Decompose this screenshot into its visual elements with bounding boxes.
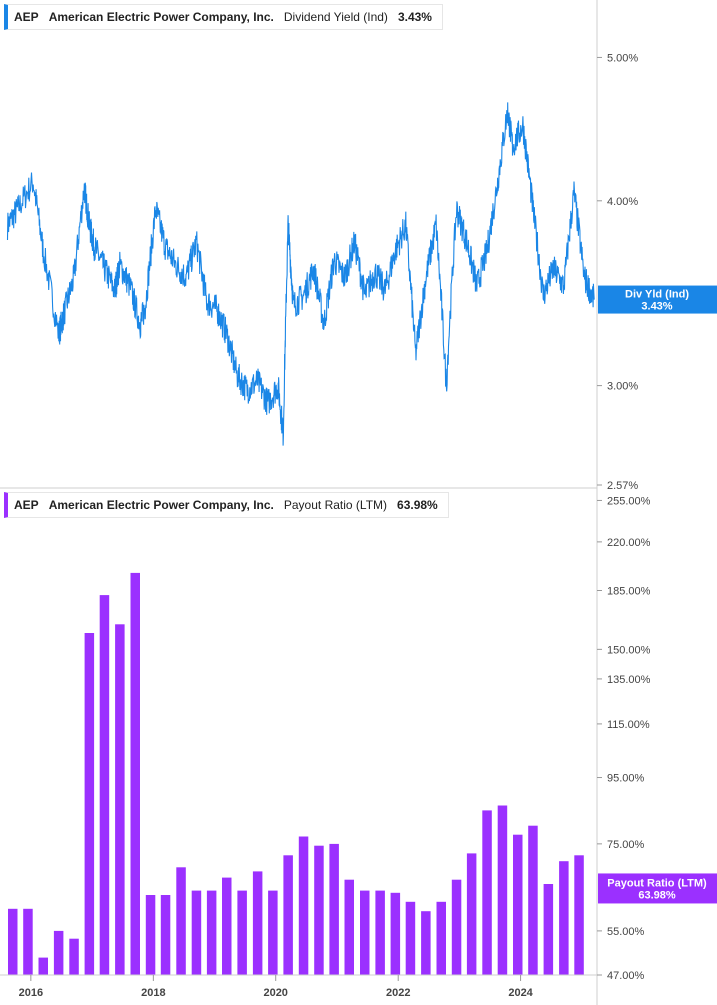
- legend-company: American Electric Power Company, Inc.: [48, 10, 274, 24]
- y-tick-label: 3.00%: [607, 381, 638, 393]
- payout-ratio-bar: [451, 879, 462, 975]
- payout-ratio-bar: [497, 805, 508, 975]
- payout-ratio-bar: [421, 911, 431, 975]
- payout-ratio-bar: [69, 938, 79, 975]
- y-tick-label: 150.00%: [607, 644, 651, 656]
- y-tick-label: 47.00%: [607, 970, 645, 982]
- payout-ratio-bar: [436, 901, 446, 975]
- payout-ratio-legend: AEP American Electric Power Company, Inc…: [4, 492, 449, 518]
- payout-ratio-bar: [252, 871, 263, 975]
- x-axis: 2016 2018 2020 2022 2024: [0, 974, 597, 999]
- payout-ratio-bar: [160, 895, 171, 975]
- y-tick-label: 5.00%: [607, 52, 638, 64]
- payout-ratio-bar: [283, 855, 293, 975]
- dividend-yield-line: [6, 102, 595, 446]
- legend-value: 3.43%: [397, 10, 432, 24]
- last-value-flag: [598, 285, 717, 314]
- payout-ratio-bar: [130, 572, 140, 975]
- y-tick-label: 95.00%: [607, 773, 645, 785]
- y-tick-label: 4.00%: [607, 196, 638, 208]
- payout-ratio-bar: [84, 633, 95, 975]
- y-tick-label: 220.00%: [607, 537, 651, 549]
- y-tick-label: 115.00%: [607, 719, 650, 731]
- payout-ratio-bar: [222, 877, 232, 975]
- x-tick-label: 2016: [19, 987, 43, 999]
- payout-ratio-bar: [237, 890, 247, 975]
- last-value-flag-value: 63.98%: [638, 889, 676, 901]
- payout-ratio-bar: [298, 836, 309, 975]
- dividend-yield-legend: AEP American Electric Power Company, Inc…: [4, 4, 443, 30]
- last-value-flag-label: Payout Ratio (LTM): [607, 877, 707, 889]
- payout-ratio-bar: [268, 890, 278, 975]
- payout-ratio-bar: [482, 810, 492, 975]
- legend-metric: Payout Ratio (LTM): [283, 498, 388, 512]
- payout-ratio-bar: [528, 825, 538, 975]
- payout-ratio-bar: [176, 867, 186, 975]
- payout-ratio-bar: [360, 890, 370, 975]
- x-tick-label: 2024: [508, 987, 533, 999]
- y-tick-label: 255.00%: [607, 495, 651, 507]
- payout-ratio-bar: [390, 892, 401, 975]
- payout-ratio-bar: [314, 845, 324, 975]
- payout-ratio-bar: [329, 843, 339, 975]
- x-tick-label: 2020: [263, 987, 287, 999]
- payout-ratio-bar: [38, 957, 48, 975]
- y-tick-label: 185.00%: [607, 586, 651, 598]
- last-value-flag: [598, 873, 717, 904]
- payout-ratio-bar: [559, 861, 569, 975]
- payout-ratio-bar: [145, 895, 156, 975]
- last-value-flag-value: 3.43%: [641, 301, 672, 313]
- legend-value: 63.98%: [397, 498, 438, 512]
- payout-ratio-bar: [23, 908, 33, 975]
- y-tick-label: 75.00%: [607, 839, 645, 851]
- payout-ratio-bar: [99, 595, 110, 975]
- payout-ratio-bar: [206, 890, 217, 975]
- y-tick-label: 2.57%: [607, 480, 638, 492]
- x-tick-label: 2018: [141, 987, 165, 999]
- payout-ratio-bar: [344, 879, 354, 975]
- payout-ratio-bar: [8, 908, 18, 975]
- x-tick-label: 2022: [386, 987, 410, 999]
- y-tick-label: 135.00%: [607, 674, 651, 686]
- legend-company: American Electric Power Company, Inc.: [48, 498, 274, 512]
- payout-ratio-bar: [513, 834, 523, 975]
- payout-ratio-bar: [375, 890, 385, 975]
- payout-ratio-bar: [466, 853, 477, 975]
- payout-ratio-bar: [543, 884, 554, 975]
- payout-ratio-bar: [574, 855, 584, 975]
- payout-ratio-panel: 255.00% 220.00% 185.00% 150.00% 135.00% 115.0…: [8, 495, 717, 982]
- legend-ticker: AEP: [14, 498, 39, 512]
- legend-metric: Dividend Yield (Ind): [283, 10, 388, 24]
- last-value-flag-label: Div Yld (Ind): [625, 289, 689, 301]
- payout-ratio-bar: [405, 901, 416, 975]
- payout-ratio-bar: [191, 890, 202, 975]
- legend-ticker: AEP: [14, 10, 39, 24]
- payout-ratio-bar: [53, 930, 64, 975]
- payout-ratio-bar: [115, 624, 125, 975]
- y-tick-label: 55.00%: [607, 926, 645, 938]
